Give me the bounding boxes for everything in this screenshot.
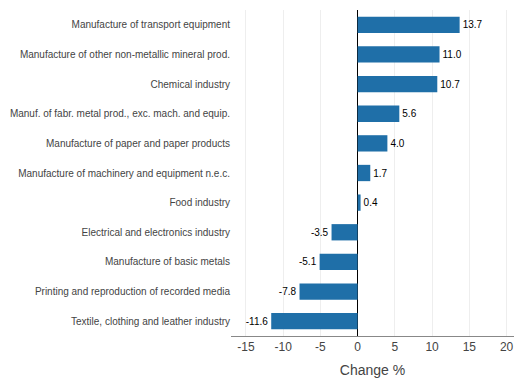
svg-text:Chemical industry: Chemical industry [151, 79, 230, 90]
svg-text:Manuf. of fabr. metal prod., e: Manuf. of fabr. metal prod., exc. mach. … [10, 108, 230, 119]
svg-text:-15: -15 [237, 340, 255, 354]
svg-text:0: 0 [354, 340, 361, 354]
svg-text:Manufacture of paper and paper: Manufacture of paper and paper products [46, 138, 230, 149]
svg-text:Printing and reproduction of r: Printing and reproduction of recorded me… [35, 286, 231, 297]
svg-text:1.7: 1.7 [373, 168, 387, 179]
svg-text:Textile, clothing and leather: Textile, clothing and leather industry [71, 316, 230, 327]
svg-text:5: 5 [391, 340, 398, 354]
svg-text:-3.5: -3.5 [311, 227, 329, 238]
svg-text:15: 15 [463, 340, 477, 354]
svg-text:10.7: 10.7 [440, 79, 460, 90]
svg-text:0.4: 0.4 [364, 197, 378, 208]
svg-text:13.7: 13.7 [463, 19, 483, 30]
svg-text:11.0: 11.0 [443, 49, 462, 60]
svg-text:-5: -5 [315, 340, 326, 354]
svg-text:Manufacture of other non-metal: Manufacture of other non-metallic minera… [20, 49, 230, 60]
svg-text:20: 20 [500, 340, 514, 354]
svg-text:4.0: 4.0 [390, 138, 404, 149]
svg-text:10: 10 [425, 340, 439, 354]
svg-text:Food industry: Food industry [169, 197, 230, 208]
svg-text:Manufacture of machinery and e: Manufacture of machinery and equipment n… [18, 168, 230, 179]
svg-text:5.6: 5.6 [402, 108, 416, 119]
svg-text:Change %: Change % [340, 362, 405, 378]
svg-text:-7.8: -7.8 [279, 286, 297, 297]
svg-text:Manufacture of basic metals: Manufacture of basic metals [105, 256, 230, 267]
svg-text:Manufacture of transport equip: Manufacture of transport equipment [72, 19, 231, 30]
svg-text:-10: -10 [274, 340, 292, 354]
svg-text:-5.1: -5.1 [299, 256, 317, 267]
svg-text:Electrical and electronics ind: Electrical and electronics industry [82, 227, 230, 238]
svg-text:-11.6: -11.6 [246, 316, 268, 327]
